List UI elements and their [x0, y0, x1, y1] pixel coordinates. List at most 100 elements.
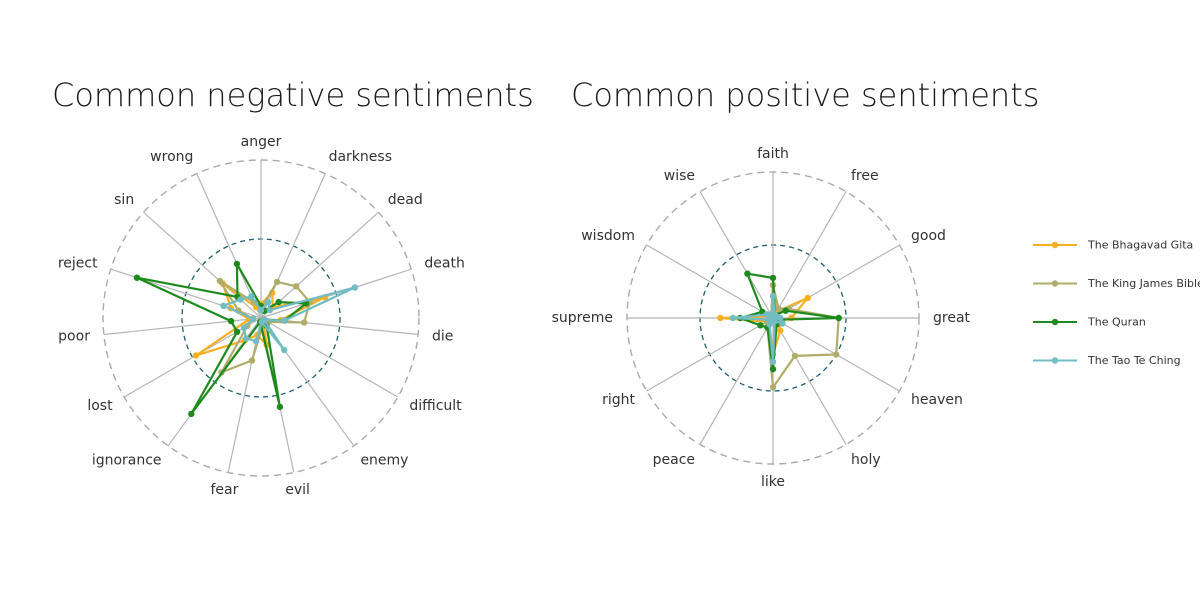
axis-label-wise: wise [664, 168, 695, 184]
positive-radar-chart: faith free good great heaven holy like peace rig… [552, 146, 971, 490]
axis-label-anger: anger [241, 134, 282, 150]
positive-spoke-holy [772, 317, 847, 445]
positive-point-the-king-james-bible-holy [791, 352, 799, 360]
axis-label-right: right [602, 392, 635, 408]
positive-chart-title: Common positive sentiments [571, 76, 1040, 114]
legend-marker-the-king-james-bible [1051, 280, 1059, 287]
legend-label-the-bhagavad-gita: The Bhagavad Gita [1087, 239, 1193, 252]
positive-spoke-right [646, 317, 774, 392]
positive-point-the-quran-like [769, 365, 777, 373]
axis-label-peace: peace [653, 452, 695, 468]
axis-label-fear: fear [210, 482, 238, 498]
negative-point-the-quran-poor [227, 317, 235, 325]
axis-label-enemy: enemy [360, 452, 408, 468]
axis-label-dead: dead [388, 192, 423, 208]
axis-label-free: free [851, 168, 879, 184]
legend-marker-the-quran [1051, 318, 1059, 326]
negative-point-the-king-james-bible-fear [248, 357, 256, 364]
axis-label-death: death [424, 256, 464, 272]
axis-label-ignorance: ignorance [92, 452, 162, 468]
axis-label-holy: holy [851, 452, 881, 468]
positive-point-the-king-james-bible-free [775, 305, 782, 312]
negative-series-the-tao-te-ching [222, 286, 356, 352]
negative-chart-title: Common negative sentiments [52, 76, 534, 114]
positive-point-the-tao-te-ching-like [769, 358, 777, 365]
positive-point-the-bhagavad-gita-good [804, 294, 811, 302]
axis-label-wrong: wrong [150, 149, 193, 165]
positive-spoke-wisdom [646, 244, 774, 319]
negative-spoke-difficult [260, 317, 399, 398]
positive-point-the-bhagavad-gita-supreme [717, 314, 724, 322]
axis-label-difficult: difficult [409, 398, 462, 414]
negative-point-the-king-james-bible-die [301, 319, 308, 326]
positive-point-the-king-james-bible-heaven [833, 351, 840, 358]
negative-point-the-tao-te-ching-wrong [248, 293, 255, 300]
axis-label-good: good [911, 228, 946, 244]
negative-point-the-tao-te-ching-evil [258, 318, 265, 326]
positive-spoke-peace [699, 317, 774, 445]
positive-spoke-wise [699, 191, 774, 319]
axis-label-die: die [432, 328, 453, 344]
positive-point-the-tao-te-ching-faith [769, 292, 777, 300]
axis-label-lost: lost [87, 398, 113, 414]
negative-point-the-quran-wrong [233, 260, 241, 268]
positive-point-the-tao-te-ching-right [766, 316, 773, 323]
negative-point-the-tao-te-ching-dead [266, 306, 273, 314]
positive-spoke-free [772, 191, 847, 319]
axis-label-poor: poor [58, 328, 90, 344]
negative-point-the-tao-te-ching-enemy [281, 346, 288, 354]
axis-label-sin: sin [114, 192, 134, 208]
positive-point-the-quran-wise [744, 270, 751, 277]
positive-point-the-king-james-bible-like [769, 384, 777, 391]
negative-point-the-quran-evil [276, 403, 284, 411]
positive-point-the-quran-good [782, 307, 789, 314]
negative-spoke-darkness [260, 173, 326, 319]
negative-point-the-tao-te-ching-reject [220, 302, 227, 309]
axis-label-great: great [933, 310, 971, 326]
axis-label-wisdom: wisdom [581, 228, 635, 244]
legend-marker-the-tao-te-ching [1051, 357, 1059, 364]
axis-label-reject: reject [58, 256, 98, 272]
legend-label-the-king-james-bible: The King James Bible [1087, 277, 1200, 290]
negative-point-the-king-james-bible-darkness [273, 278, 281, 286]
negative-point-the-king-james-bible-sin [216, 277, 224, 285]
legend: The Bhagavad Gita The King James Bible The… [1033, 239, 1200, 367]
negative-point-the-quran-lost [233, 328, 241, 335]
negative-point-the-tao-te-ching-ignorance [242, 335, 250, 342]
positive-point-the-tao-te-ching-wise [768, 311, 775, 318]
negative-point-the-quran-ignorance [188, 410, 195, 418]
positive-point-the-bhagavad-gita-holy [777, 327, 784, 334]
positive-point-the-quran-right [757, 322, 764, 329]
negative-point-the-tao-te-ching-fear [252, 338, 260, 345]
axis-label-evil: evil [285, 482, 310, 498]
negative-series-the-quran [135, 262, 308, 415]
legend-label-the-tao-te-ching: The Tao Te Ching [1087, 354, 1181, 367]
negative-point-the-bhagavad-gita-lost [192, 352, 200, 359]
negative-point-the-tao-te-ching-sin [237, 296, 244, 303]
axis-label-like: like [761, 474, 785, 490]
positive-point-the-tao-te-ching-heaven [779, 320, 786, 327]
negative-point-the-quran-dead [275, 298, 282, 306]
negative-point-the-tao-te-ching-death [351, 284, 359, 291]
negative-point-the-tao-te-ching-poor [249, 315, 257, 322]
negative-radar-chart: anger darkness dead death die difficult enemy e… [58, 134, 465, 498]
positive-point-the-quran-faith [769, 274, 777, 282]
positive-point-the-quran-great [835, 314, 842, 322]
positive-spoke-good [772, 244, 900, 319]
positive-point-the-tao-te-ching-holy [771, 318, 778, 325]
axis-label-faith: faith [757, 146, 789, 162]
negative-point-the-tao-te-ching-lost [240, 324, 248, 332]
axis-label-heaven: heaven [911, 392, 963, 408]
axis-label-darkness: darkness [329, 149, 392, 165]
axis-label-supreme: supreme [552, 310, 613, 326]
negative-point-the-king-james-bible-dead [293, 283, 300, 290]
negative-spoke-poor [103, 317, 262, 336]
legend-marker-the-bhagavad-gita [1051, 241, 1059, 249]
negative-point-the-tao-te-ching-darkness [264, 298, 272, 306]
positive-point-the-tao-te-ching-great [777, 314, 784, 322]
negative-spoke-sin [143, 211, 262, 319]
negative-point-the-quran-reject [133, 274, 141, 281]
negative-point-the-tao-te-ching-die [281, 317, 288, 324]
positive-point-the-tao-te-ching-supreme [729, 314, 737, 322]
